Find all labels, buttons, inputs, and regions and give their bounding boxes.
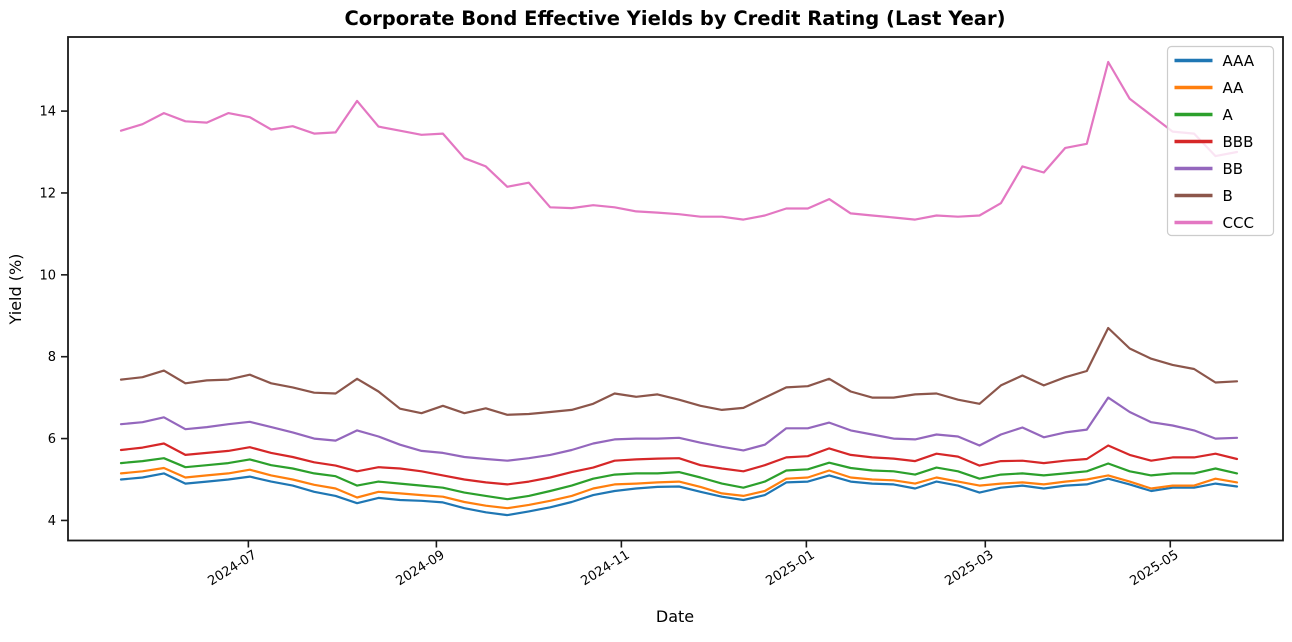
y-axis-label: Yield (%)	[6, 254, 25, 326]
legend-item-BB: BB	[1174, 160, 1244, 178]
y-tick-label: 6	[48, 432, 56, 447]
y-tick-label: 12	[39, 186, 56, 201]
x-axis-label: Date	[656, 607, 694, 626]
legend-item-AAA: AAA	[1174, 52, 1255, 70]
legend-label-B: B	[1223, 187, 1233, 205]
line-AAA	[119, 472, 1239, 517]
line-B	[119, 326, 1239, 416]
legend-label-AAA: AAA	[1223, 52, 1255, 70]
legend-label-BBB: BBB	[1223, 133, 1254, 151]
legend-label-BB: BB	[1223, 160, 1244, 178]
line-BB	[119, 396, 1239, 462]
legend-item-AA: AA	[1174, 79, 1245, 97]
legend-item-CCC: CCC	[1174, 214, 1254, 232]
legend-label-AA: AA	[1223, 79, 1245, 97]
y-tick-label: 4	[48, 514, 56, 529]
legend-label-CCC: CCC	[1223, 214, 1254, 232]
y-axis: 4 6 8 10 12 14	[39, 105, 68, 529]
legend-item-B: B	[1174, 187, 1233, 205]
line-AA	[119, 466, 1239, 510]
legend-label-A: A	[1223, 106, 1234, 124]
y-tick-label: 8	[48, 350, 56, 365]
plot-border	[67, 36, 1284, 542]
legend-box	[1166, 45, 1275, 237]
legend-item-BBB: BBB	[1174, 133, 1254, 151]
line-BBB	[119, 442, 1239, 486]
series-lines	[119, 60, 1239, 517]
y-tick-label: 10	[39, 268, 56, 283]
line-CCC	[119, 60, 1239, 221]
legend-item-A: A	[1174, 106, 1234, 124]
plot-background	[68, 37, 1283, 541]
y-tick-label: 14	[39, 105, 56, 120]
chart-title: Corporate Bond Effective Yields by Credi…	[344, 7, 1005, 30]
line-A	[119, 457, 1239, 501]
